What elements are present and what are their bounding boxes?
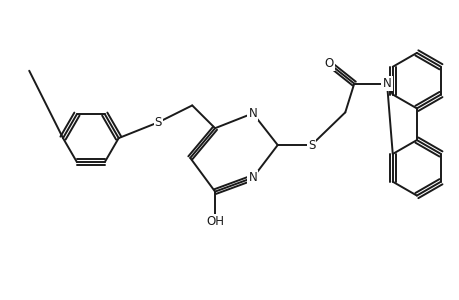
Text: OH: OH <box>206 215 224 228</box>
Text: S: S <box>307 139 314 152</box>
Text: N: N <box>248 107 257 120</box>
Text: N: N <box>248 171 257 184</box>
Text: O: O <box>324 57 333 70</box>
Text: S: S <box>154 116 162 129</box>
Text: N: N <box>382 77 391 90</box>
